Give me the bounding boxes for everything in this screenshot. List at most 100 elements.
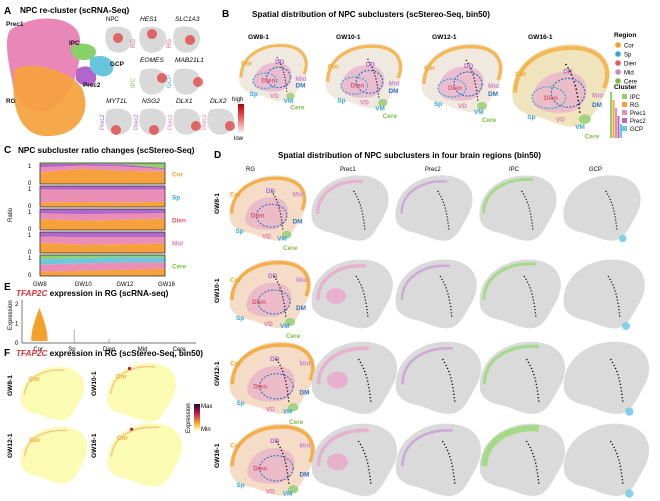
f-cor-label: Cor [29,376,41,383]
b-region-label-sp: Sp [250,91,258,98]
c-facet-region-sp: Sp [172,195,180,202]
panel-a-title: NPC re-cluster (scRNA-Seq) [20,6,129,15]
f-stage-gw16: GW16-1 [91,433,98,458]
f-title-rest: expression in RG (scStereo-Seq, bin50) [47,349,203,358]
boundary-dotted-line [353,190,366,231]
d-gcp-signal [625,407,634,416]
panel-c-title: NPC subcluster ratio changes (scStereo-S… [18,146,195,155]
cluster-legend-label-rg: RG [630,103,639,109]
umap-label-gcp: GCP [110,61,125,68]
d-label-mid: Mid [300,360,311,367]
b-subregion-label-vm: VM [474,109,484,116]
d-region-outline [255,203,288,228]
c-ytick-bottom: 0 [28,181,32,187]
cortex-layer [230,260,311,301]
b-subregion-label-dd: DD [563,69,573,76]
d-label-dm: DM [300,472,310,479]
f-cor-label: Cor [117,435,129,442]
boundary-dotted-line [367,58,380,99]
umap-label-ipc: IPC [69,40,80,47]
f-expression-colorbar [194,404,200,430]
c-facet-frame [39,231,166,254]
c-xtick-gw16: GW16 [158,282,176,288]
f-expression-section [107,362,177,422]
gene-label-npc: NPC [106,17,119,23]
d-label-dien: Dien [253,383,267,390]
d-gcp-signal [625,489,634,498]
e-xtick-sp: Sp [68,347,76,353]
cluster-legend-bar-rg [612,100,615,138]
deep-region [532,71,587,113]
d-label-cere: Cere [286,333,301,340]
f-stage-gw12: GW12-1 [7,433,14,458]
b-region-label-cere: Cere [482,117,497,124]
mini-umap-background [139,26,166,53]
mini-umap-expression-hotspot [193,77,203,87]
c-ytick-bottom: 0 [28,250,32,256]
d-label-dien: Dien [251,213,265,220]
panel-letter-a: A [4,6,11,17]
b-region-label-sp: Sp [337,98,345,105]
boundary-dotted-line [564,63,581,115]
e-ytick: 2 [15,302,19,308]
b-region-label-sp: Sp [527,114,535,121]
d-row-gw8: GW8-1 [214,193,221,214]
d-prec1-signal [316,264,367,301]
deep-region [247,447,295,484]
f-expression-section [107,423,183,487]
d-col-rg: RG [246,167,255,173]
d-cluster-section [479,175,557,241]
region-legend-label-cere: Cere [624,80,638,86]
e-xtick-cor: Cor [33,347,43,353]
d-label-vm: VM [280,323,290,330]
b-region-outline-dien [355,69,384,94]
mini-umap-expression-hotspot [157,73,167,83]
d-prec1-signal [315,179,364,214]
panel-letter-d: D [214,150,221,161]
umap-label-prec1: Prec1 [6,21,24,28]
cortex-layer [239,44,308,78]
d-prec1-signal-blob [326,371,348,389]
d-prec1-signal-blob [326,453,348,471]
b-subregion-label-vm: VM [284,98,294,105]
b-subregion-label-dm: DM [296,83,306,90]
c-area-cere-gcp [40,257,165,265]
panel-d-title: Spatial distribution of NPC subclusters … [278,151,541,160]
boundary-dotted-line [609,440,624,486]
mini-umap-expression-hotspot [113,33,123,43]
cortex-layer [513,45,610,93]
d-label-vd: VD [266,489,275,496]
d-label-sp: Sp [237,400,245,407]
d-ipc-signal [482,262,537,301]
d-cluster-section [311,423,398,496]
f-cortex-expression [23,369,65,396]
d-prec1-signal-blob [326,288,346,304]
mini-cluster-label-7: Prec1 [168,114,174,130]
deep-region [341,65,385,98]
boundary-dotted-line [273,275,287,319]
b-region-label-cere: Cere [585,133,600,140]
d-row-gw10: GW10-1 [214,278,221,303]
b-region-outline-sp [252,72,278,90]
mini-cluster-label-2: RG [167,39,173,48]
d-cluster-section [395,175,473,241]
b-stage-gw16: GW16-1 [528,34,553,41]
b-region-label-cor: Cor [515,71,527,78]
c-area-mid-prec2 [40,232,165,238]
b-region-label-sp: Sp [434,101,442,108]
d-ipc-signal [482,344,540,385]
b-region-label-dien: Dien [351,83,365,90]
e-title-rest: expression in RG (scRNA-seq) [47,289,168,298]
e-ylabel: Expression [8,300,14,330]
d-ipc-signal [482,178,534,214]
deep-region [438,66,484,101]
d-cluster-section [563,423,650,496]
mini-umap-expression-hotspot [185,35,195,45]
d-label-sp: Sp [237,482,245,489]
b-region-label-mid: Mid [488,83,499,90]
d-label-cor: Cor [230,442,242,449]
cluster-legend-label-ipc: IPC [630,95,641,101]
gene-label-slc1a3: SLC1A3 [175,16,200,23]
colorbar-high-label: high [232,97,243,103]
b-region-outline-sp [531,86,567,109]
